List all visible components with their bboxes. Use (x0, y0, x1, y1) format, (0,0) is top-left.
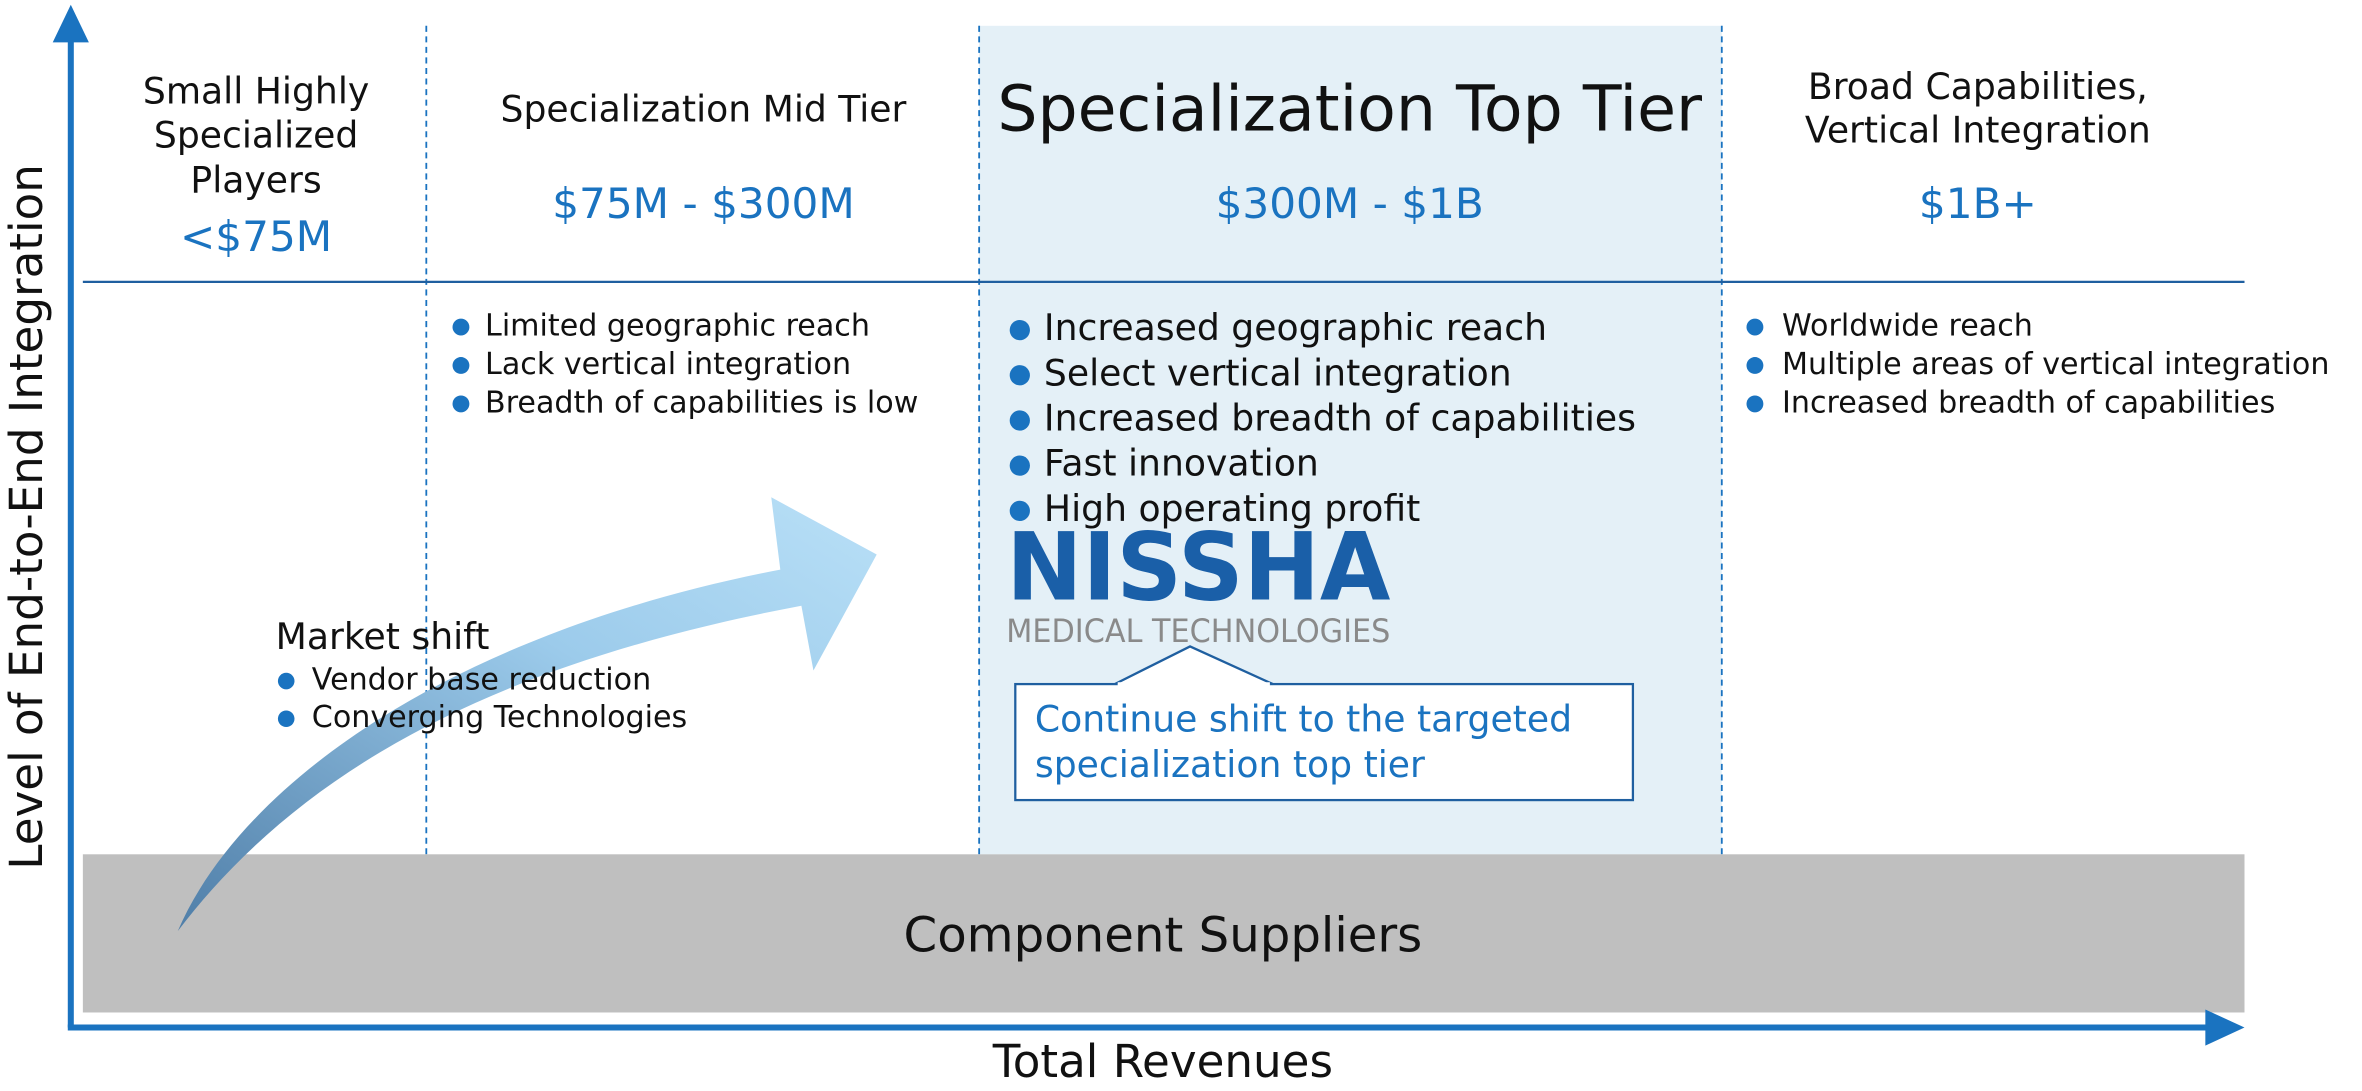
column-range: $300M - $1B (1216, 179, 1484, 228)
bullet-dot (1746, 395, 1764, 413)
bullet-text: Increased geographic reach (1044, 306, 1547, 349)
bullet-dot (1009, 500, 1030, 521)
column-title: Specialization Mid Tier (501, 88, 907, 131)
bullet-text: Breadth of capabilities is low (485, 385, 918, 420)
x-axis-label: Total Revenues (992, 1035, 1333, 1088)
bullet-dot (1746, 318, 1764, 336)
bullet-dot (1009, 319, 1030, 341)
bullet-dot (1009, 410, 1030, 431)
base-label: Component Suppliers (904, 908, 1423, 964)
column-title: Broad Capabilities, (1808, 65, 2148, 108)
column-title: Specialized (154, 113, 358, 156)
callout-box (1014, 682, 1635, 802)
x-axis-head (2205, 1009, 2245, 1046)
bullet-text: Increased breadth of capabilities (1044, 396, 1636, 439)
bullet-dot (452, 318, 470, 336)
column-range: $1B+ (1919, 179, 2037, 228)
column-title: Vertical Integration (1805, 109, 2151, 152)
column-range: <$75M (180, 212, 332, 261)
bullet-dot (1009, 455, 1030, 476)
bullet-text: High operating profit (1044, 487, 1420, 530)
column-title: Players (190, 158, 321, 201)
bullet-text: Vendor base reduction (312, 663, 651, 698)
bullet-dot (277, 710, 295, 728)
y-axis-head (52, 4, 89, 43)
bullet-dot (452, 357, 470, 374)
column-title: Specialization Top Tier (997, 72, 1702, 146)
market-shift-title: Market shift (276, 615, 490, 658)
shift-arrow (177, 497, 877, 932)
logo-name: NISSHA (1006, 514, 1390, 623)
base-band (82, 854, 2245, 1013)
bullet-dot (1009, 365, 1030, 386)
bullet-text: Fast innovation (1044, 442, 1319, 485)
y-axis-label: Level of End-to-End Integration (0, 164, 53, 869)
bullet-text: Limited geographic reach (485, 309, 870, 344)
callout-text: specialization top tier (1035, 743, 1425, 786)
callout-pointer (1114, 645, 1274, 686)
bullet-text: Converging Technologies (312, 700, 687, 735)
callout-text: Continue shift to the targeted (1035, 698, 1572, 741)
bullet-dot (452, 395, 470, 413)
bullet-dot (277, 672, 295, 690)
bullet-text: Select vertical integration (1044, 351, 1512, 394)
bullet-text: Worldwide reach (1782, 309, 2033, 344)
column-title: Small Highly (143, 70, 369, 113)
logo-subtitle: MEDICAL TECHNOLOGIES (1006, 614, 1390, 650)
bullet-text: Multiple areas of vertical integration (1782, 347, 2329, 382)
column-range: $75M - $300M (552, 179, 855, 228)
bullet-text: Increased breadth of capabilities (1782, 385, 2275, 420)
bullet-dot (1746, 357, 1764, 374)
bullet-text: Lack vertical integration (485, 347, 851, 382)
